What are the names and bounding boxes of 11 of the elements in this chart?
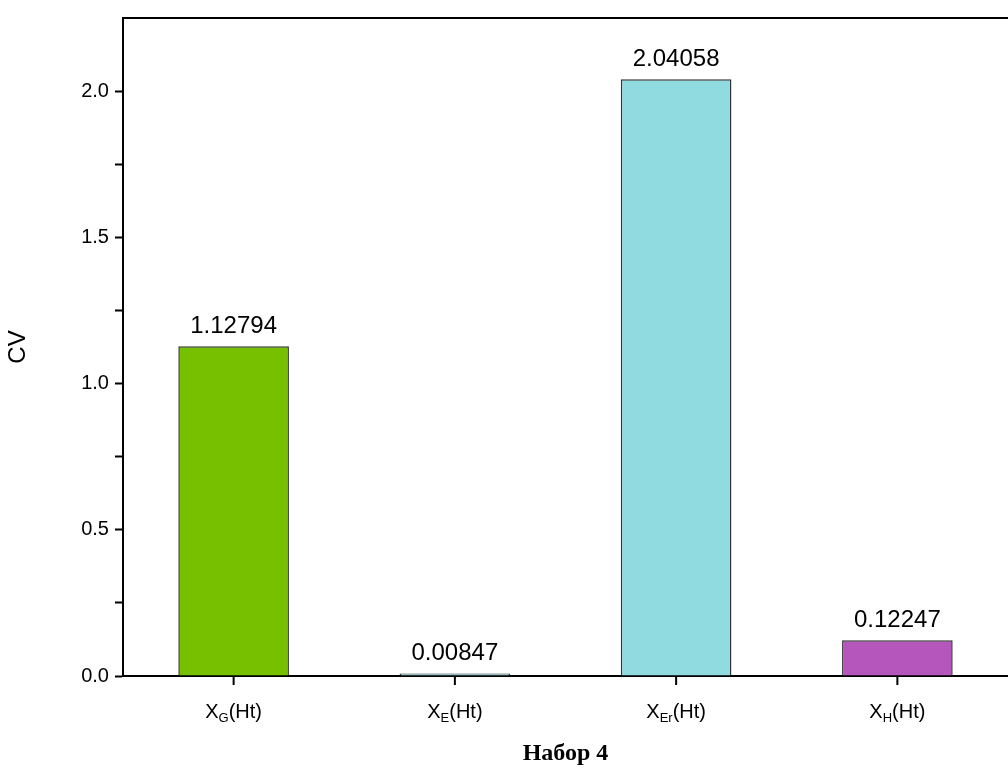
y-axis-title: CV [3, 330, 31, 364]
y-tick-label: 1.0 [81, 371, 109, 394]
y-tick-label: 1.5 [81, 224, 109, 247]
y-tick-label: 0.0 [81, 663, 109, 686]
data-label: 1.12794 [190, 310, 278, 338]
data-label: 0.00847 [411, 638, 499, 666]
x-axis-title: Набор 4 [522, 739, 609, 765]
y-tick-label: 2.0 [81, 78, 109, 101]
data-label: 2.04058 [632, 43, 720, 71]
data-label: 0.12247 [853, 604, 941, 632]
y-tick-label: 0.5 [81, 517, 109, 540]
